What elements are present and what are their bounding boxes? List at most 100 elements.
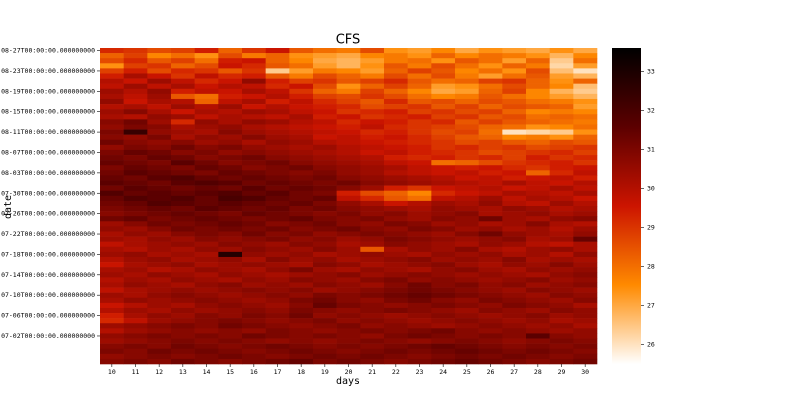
heatmap-cell xyxy=(218,78,243,84)
heatmap-cell xyxy=(360,343,385,350)
heatmap-cell xyxy=(123,155,148,161)
heatmap-cell xyxy=(123,48,148,54)
heatmap-cell xyxy=(123,149,148,156)
heatmap-cell xyxy=(289,287,314,293)
heatmap-cell xyxy=(218,119,243,125)
heatmap-cell xyxy=(100,282,124,288)
heatmap-cell xyxy=(384,58,408,64)
heatmap-cell xyxy=(384,323,408,329)
heatmap-cell xyxy=(194,267,219,273)
heatmap-cell xyxy=(455,267,479,273)
heatmap-cell xyxy=(549,48,574,54)
heatmap-cell xyxy=(478,236,503,242)
heatmap-cell xyxy=(171,175,195,181)
heatmap-cell xyxy=(502,236,527,242)
heatmap-cell xyxy=(360,129,385,135)
heatmap-cell xyxy=(549,83,574,90)
heatmap-cell xyxy=(123,231,148,237)
heatmap-cell xyxy=(384,328,408,334)
heatmap-cell xyxy=(431,124,456,130)
heatmap-cell xyxy=(171,73,195,79)
heatmap-cell xyxy=(549,267,574,273)
heatmap-cell xyxy=(265,104,290,110)
heatmap-cell xyxy=(194,287,219,293)
heatmap-cell xyxy=(289,358,314,365)
heatmap-cell xyxy=(123,236,148,242)
heatmap-cell xyxy=(313,48,337,54)
heatmap-cell xyxy=(194,333,219,339)
heatmap-cell xyxy=(147,180,172,186)
heatmap-cell xyxy=(336,114,361,120)
heatmap-cell xyxy=(431,302,456,309)
heatmap-cell xyxy=(218,358,243,365)
heatmap-cell xyxy=(265,292,290,299)
heatmap-cell xyxy=(384,155,408,161)
heatmap-cell xyxy=(336,144,361,151)
heatmap-cell xyxy=(313,119,337,125)
heatmap-cell xyxy=(526,211,550,217)
heatmap-cell xyxy=(313,195,337,202)
heatmap-cell xyxy=(526,53,550,59)
colorbar-tick-label: 31 xyxy=(647,145,655,153)
heatmap-cell xyxy=(336,73,361,79)
heatmap-cell xyxy=(147,236,172,242)
heatmap-cell xyxy=(407,93,432,100)
heatmap-cell xyxy=(171,343,195,350)
heatmap-cell xyxy=(265,256,290,263)
heatmap-cell xyxy=(265,241,290,248)
heatmap-cell xyxy=(360,272,385,278)
heatmap-cell xyxy=(265,333,290,339)
heatmap-cell xyxy=(147,226,172,232)
heatmap-cell xyxy=(431,165,456,171)
heatmap-cell xyxy=(171,160,195,166)
heatmap-cell xyxy=(218,318,243,324)
heatmap-cell xyxy=(526,221,550,227)
heatmap-cell xyxy=(455,226,479,232)
heatmap-cell xyxy=(502,231,527,237)
heatmap-cell xyxy=(455,358,479,365)
heatmap-cell xyxy=(502,149,527,156)
heatmap-cell xyxy=(407,282,432,288)
heatmap-cell xyxy=(407,175,432,181)
heatmap-cell xyxy=(242,88,266,95)
heatmap-cell xyxy=(455,165,479,171)
heatmap-cell xyxy=(194,58,219,64)
heatmap-cell xyxy=(573,68,598,74)
heatmap-cell xyxy=(313,251,337,258)
heatmap-cell xyxy=(384,63,408,69)
heatmap-cell xyxy=(360,328,385,334)
heatmap-cell xyxy=(265,272,290,278)
heatmap-cell xyxy=(123,124,148,130)
heatmap-cell xyxy=(100,63,124,69)
heatmap-cell xyxy=(526,98,550,105)
heatmap-cell xyxy=(218,185,243,192)
heatmap-cell xyxy=(502,185,527,192)
x-tick-label: 18 xyxy=(297,368,305,376)
heatmap-cell xyxy=(431,221,456,227)
heatmap-cell xyxy=(242,139,266,146)
heatmap-cell xyxy=(384,292,408,299)
heatmap-cell xyxy=(573,226,598,232)
heatmap-cell xyxy=(407,216,432,222)
heatmap-cell xyxy=(549,236,574,242)
heatmap-cell xyxy=(502,307,527,314)
heatmap-cell xyxy=(147,251,172,258)
heatmap-cell xyxy=(123,144,148,151)
heatmap-cell xyxy=(407,155,432,161)
heatmap-cell xyxy=(123,139,148,146)
heatmap-cell xyxy=(289,53,314,59)
heatmap-cell xyxy=(526,68,550,74)
heatmap-cell xyxy=(573,195,598,202)
heatmap-cell xyxy=(171,88,195,95)
heatmap-cell xyxy=(194,175,219,181)
heatmap-cell xyxy=(455,200,479,207)
heatmap-cell xyxy=(194,206,219,212)
heatmap-cell xyxy=(194,292,219,299)
heatmap-cell xyxy=(549,88,574,95)
heatmap-cell xyxy=(171,104,195,110)
heatmap-cell xyxy=(194,119,219,125)
heatmap-cell xyxy=(407,226,432,232)
heatmap-cell xyxy=(147,139,172,146)
heatmap-cell xyxy=(549,119,574,125)
heatmap-cell xyxy=(218,180,243,186)
